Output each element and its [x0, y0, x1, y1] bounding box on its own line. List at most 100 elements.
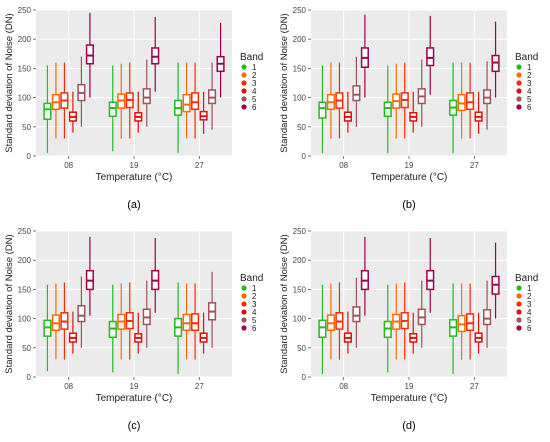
box-4-08: [68, 91, 77, 133]
box-2-27: [182, 283, 191, 360]
legend-swatch: [241, 80, 247, 86]
panel-label: (c): [128, 420, 141, 432]
box-5-27: [483, 61, 492, 130]
box-6-19: [426, 15, 435, 95]
box-2-27: [182, 62, 191, 139]
box-3-08: [60, 282, 69, 360]
box-4-19: [409, 312, 418, 354]
legend-swatch: [516, 104, 522, 110]
legend-swatch: [241, 72, 247, 78]
box-1-27: [449, 283, 458, 375]
x-axis-label: Temperature (°C): [96, 172, 173, 183]
y-tick-label: 250: [293, 227, 307, 236]
box-1-27: [174, 282, 183, 375]
legend-item-label: 5: [527, 316, 532, 325]
x-tick-label: 27: [195, 161, 204, 170]
legend-swatch: [516, 88, 522, 94]
box-1-27: [449, 62, 458, 154]
y-tick-label: 0: [302, 152, 307, 161]
box-body: [483, 309, 492, 326]
x-tick-label: 19: [405, 382, 414, 391]
y-tick-label: 200: [18, 35, 32, 44]
legend-swatch: [241, 64, 247, 70]
y-tick-label: 200: [18, 256, 32, 265]
y-tick-label: 200: [293, 35, 307, 44]
box-4-27: [474, 91, 483, 134]
box-4-19: [409, 91, 418, 133]
box-1-08: [43, 284, 52, 372]
legend-title: Band: [240, 273, 263, 284]
box-6-19: [151, 17, 160, 92]
x-tick-label: 19: [405, 161, 414, 170]
box-5-19: [142, 59, 151, 127]
box-6-27: [216, 22, 225, 98]
y-tick-label: 100: [293, 94, 307, 103]
legend-item-label: 3: [527, 79, 532, 88]
y-tick-label: 100: [293, 315, 307, 324]
legend-item-label: 1: [252, 284, 257, 293]
legend-swatch: [516, 301, 522, 307]
legend-swatch: [516, 96, 522, 102]
x-axis-label: Temperature (°C): [371, 172, 448, 183]
box-6-27: [491, 21, 500, 98]
box-6-08: [360, 14, 369, 98]
box-1-19: [383, 284, 392, 373]
box-3-27: [466, 62, 475, 139]
box-2-27: [457, 62, 466, 139]
x-tick-label: 08: [339, 161, 348, 170]
box-5-08: [352, 277, 361, 348]
x-tick-label: 08: [64, 161, 73, 170]
legend-item-label: 6: [252, 324, 257, 333]
legend-swatch: [241, 325, 247, 331]
box-6-19: [151, 238, 160, 313]
box-5-19: [417, 59, 426, 127]
y-axis-label: Standard deviation of Noise (DN): [279, 234, 290, 373]
box-3-19: [125, 282, 134, 360]
box-2-19: [392, 63, 401, 139]
box-6-27: [491, 242, 500, 319]
box-4-27: [199, 312, 208, 354]
legend-item-label: 6: [527, 324, 532, 333]
legend-item-label: 1: [527, 63, 532, 72]
box-2-19: [117, 63, 126, 139]
legend-item-label: 3: [252, 79, 257, 88]
box-3-19: [400, 282, 409, 360]
y-axis-label: Standard deviation of Noise (DN): [279, 13, 290, 152]
box-6-08: [85, 236, 94, 316]
legend-item-label: 2: [527, 71, 532, 80]
x-tick-label: 27: [195, 382, 204, 391]
box-3-27: [466, 283, 475, 360]
legend-item-label: 1: [527, 284, 532, 293]
x-axis-label: Temperature (°C): [96, 393, 173, 404]
box-body: [85, 44, 94, 65]
box-4-19: [134, 312, 143, 354]
legend-item-label: 3: [252, 300, 257, 309]
y-tick-label: 50: [297, 344, 306, 353]
legend-swatch: [241, 309, 247, 315]
box-body: [77, 305, 86, 323]
panel-label: (a): [127, 199, 140, 211]
box-body: [318, 319, 327, 339]
box-6-19: [426, 238, 435, 313]
legend-title: Band: [515, 273, 538, 284]
box-body: [142, 88, 151, 105]
legend-swatch: [516, 285, 522, 291]
box-2-08: [51, 62, 60, 139]
y-axis-label: Standard deviation of Noise (DN): [4, 234, 15, 373]
y-tick-label: 0: [27, 373, 32, 382]
legend-item-label: 6: [527, 103, 532, 112]
box-body: [426, 47, 435, 67]
legend-item-label: 4: [527, 308, 532, 317]
x-tick-label: 08: [339, 382, 348, 391]
legend-item-label: 5: [527, 95, 532, 104]
x-axis-label: Temperature (°C): [371, 393, 448, 404]
legend-item-label: 5: [252, 95, 257, 104]
box-body: [182, 93, 191, 113]
y-tick-label: 150: [18, 285, 32, 294]
y-tick-label: 250: [18, 6, 32, 15]
box-5-08: [352, 56, 361, 127]
box-body: [352, 85, 361, 102]
box-2-19: [392, 283, 401, 360]
legend-swatch: [516, 293, 522, 299]
